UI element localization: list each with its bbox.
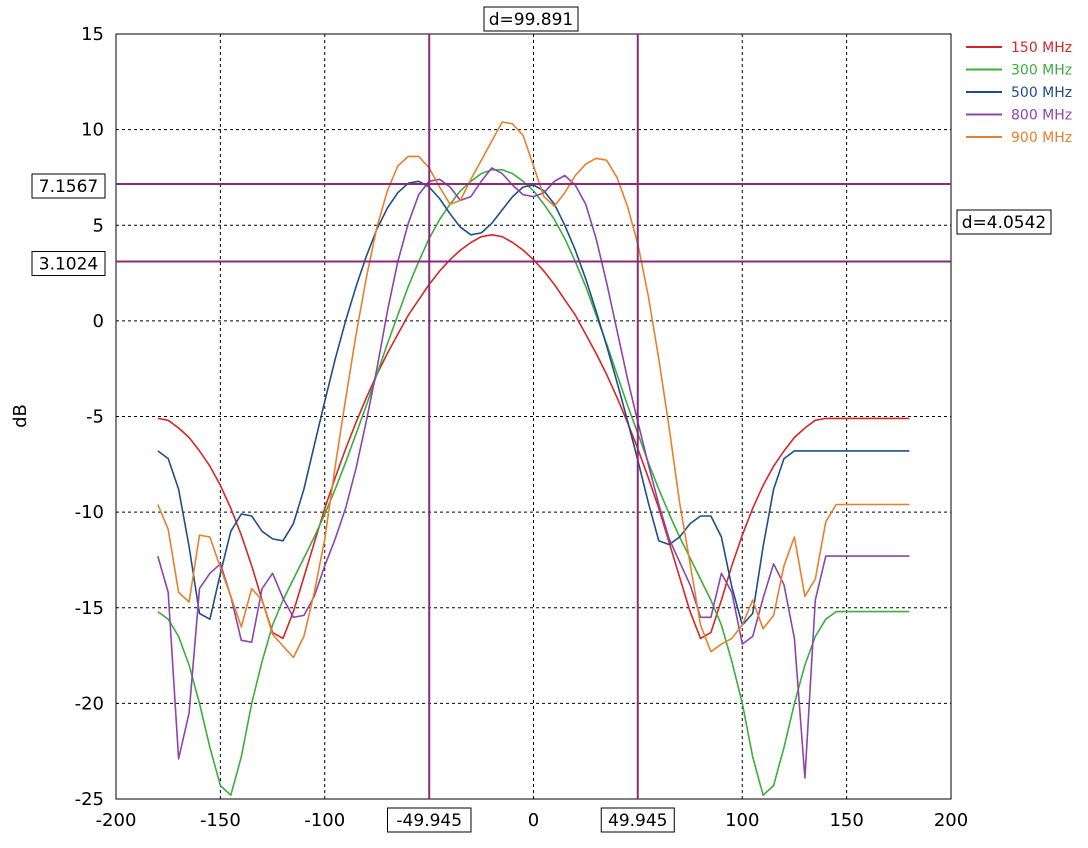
- marker-x2-label-text: 49.945: [608, 811, 667, 831]
- y-tick-label: 10: [81, 120, 104, 141]
- marker-dx-label: d=99.891: [483, 6, 579, 32]
- legend-label: 800 MHz: [1011, 108, 1072, 124]
- y-tick-label: -15: [75, 598, 104, 619]
- marker-y1-label-box: [31, 173, 106, 199]
- y-tick-label: 15: [81, 24, 104, 45]
- x-tick-label: 0: [528, 810, 539, 831]
- marker-dy-label: d=4.0542: [956, 209, 1052, 235]
- x-tick-label: -100: [304, 810, 345, 831]
- legend-label: 900 MHz: [1011, 130, 1072, 146]
- y-axis-label: dB: [10, 404, 31, 428]
- marker-dx-label-text: d=99.891: [489, 10, 574, 30]
- y-tick-label: 5: [93, 215, 104, 236]
- legend-label: 150 MHz: [1011, 40, 1072, 56]
- marker-x1-label-text: -49.945: [396, 811, 462, 831]
- x-tick-label: 150: [829, 810, 863, 831]
- legend: 150 MHz 300 MHz 500 MHz 800 MHz 900 MHz: [966, 40, 1072, 146]
- marker-dy-label-text: d=4.0542: [962, 213, 1047, 233]
- marker-y1-label: 7.1567: [31, 173, 106, 199]
- x-tick-label: -150: [200, 810, 241, 831]
- series-line: [157, 180, 910, 626]
- marker-y1-label-text: 7.1567: [39, 177, 98, 197]
- marker-y2-label: 3.1024: [31, 251, 106, 277]
- x-tick-label: -200: [96, 810, 137, 831]
- legend-label: 500 MHz: [1011, 85, 1072, 101]
- legend-label: 300 MHz: [1011, 63, 1072, 79]
- marker-y2-label-text: 3.1024: [39, 255, 98, 275]
- y-tick-label: -5: [86, 407, 104, 428]
- series-line: [157, 234, 910, 640]
- marker-labels: -49.945 49.945 7.1567 3.1024 d=99.891 d=4.054…: [31, 6, 1052, 833]
- series-group: [157, 121, 910, 797]
- y-tick-label: -20: [75, 693, 104, 714]
- y-tick-label: -25: [75, 789, 104, 810]
- x-tick-label: 100: [725, 810, 759, 831]
- marker-x2-label: 49.945: [600, 807, 675, 833]
- marker-x2-label-box: [600, 807, 675, 833]
- marker-dy-label-box: [956, 209, 1052, 235]
- y-tick-label: -10: [75, 502, 104, 523]
- marker-x1-label-box: [386, 807, 472, 833]
- x-tick-label: 200: [934, 810, 968, 831]
- y-ticks: 15 10 5 0 -5 -10 -15 -20 -25: [75, 24, 104, 810]
- series-line: [157, 121, 910, 659]
- marker-dx-label-box: [483, 6, 579, 32]
- markers-group: [116, 34, 951, 799]
- series-line: [157, 167, 910, 779]
- y-tick-label: 0: [93, 311, 104, 332]
- marker-x1-label: -49.945: [386, 807, 472, 833]
- series-line: [157, 169, 910, 797]
- marker-y2-label-box: [31, 251, 106, 277]
- x-ticks: -200-150-100-50050100150200: [96, 810, 969, 831]
